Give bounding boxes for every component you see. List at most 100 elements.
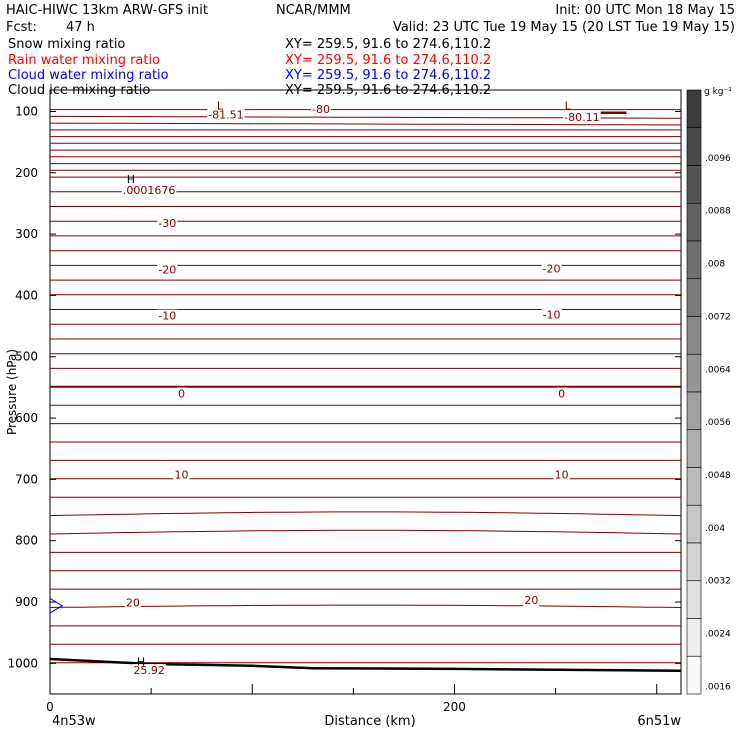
plot-title: HAIC-HIWC 13km ARW-GFS init (6, 3, 208, 18)
terrain-line (49, 597, 682, 672)
field-xy: XY= 259.5, 91.6 to 274.6,110.2 (285, 68, 491, 83)
y-tick-label: 500 (15, 350, 38, 364)
y-tick-label: 100 (15, 104, 38, 118)
contour-label: -30 (158, 217, 176, 230)
colorbar-tick-label: .0072 (705, 312, 731, 322)
right-endpoint: 6n51w (637, 714, 681, 729)
colorbar-tick-label: .0064 (705, 365, 731, 375)
contour-label: -81.51 (208, 109, 243, 122)
x-tick-label: 200 (443, 700, 466, 714)
colorbar-swatch (686, 278, 702, 317)
contour-label: 0 (558, 388, 565, 401)
field-label: Cloud water mixing ratio (8, 68, 169, 83)
low-marker: L (217, 99, 224, 112)
colorbar-tick-label: .0048 (705, 471, 731, 481)
contour-label: -20 (543, 262, 561, 275)
x-axis: 0 200 (46, 684, 658, 714)
colorbar-swatch (686, 504, 702, 544)
contour-label-background (176, 387, 186, 401)
contour-label-background (121, 183, 177, 197)
valid-time: Valid: 23 UTC Tue 19 May 15 (20 LST Tue … (393, 20, 735, 35)
colorbar-swatch (686, 89, 702, 129)
low-marker: L (565, 99, 572, 112)
fcst-value: 47 h (66, 20, 95, 35)
contour-label: 25.92 (133, 664, 165, 677)
contour-label: .0001676 (123, 184, 176, 197)
y-tick-label: 600 (15, 411, 38, 425)
high-marker: H (127, 173, 135, 186)
colorbar-swatch (686, 618, 702, 657)
colorbar-tick-label: .0096 (705, 154, 731, 164)
contour-label-background (557, 387, 567, 401)
high-marker: H (137, 656, 145, 669)
contour-label-background (563, 110, 601, 124)
left-endpoint: 4n53w (52, 714, 96, 729)
colorbar-swatch (686, 467, 702, 506)
contour-label-background (132, 664, 166, 678)
contour-label: 10 (555, 468, 569, 481)
contour-labels: -81.51 -80 -80.11 .0001676 -30 -20 -20 -10 -10 0 0… (121, 99, 601, 678)
y-tick-label: 400 (15, 288, 38, 302)
colorbar-swatch (686, 655, 702, 695)
colorbar-swatch (686, 542, 702, 582)
colorbar-swatch (686, 165, 702, 204)
field-xy: XY= 259.5, 91.6 to 274.6,110.2 (285, 53, 491, 68)
contour-label: -80.11 (564, 111, 599, 124)
field-legend: Snow mixing ratio XY= 259.5, 91.6 to 274.… (8, 37, 491, 98)
colorbar-swatch (686, 580, 702, 619)
colorbar-swatch (686, 316, 702, 355)
contour-label-background (523, 594, 540, 608)
colorbar-tick-label: .0056 (705, 418, 731, 428)
colorbar-tick-label: .008 (705, 260, 725, 270)
field-label: Rain water mixing ratio (8, 53, 160, 68)
contour-label-background (157, 217, 178, 231)
x-tick-label: 0 (46, 700, 54, 714)
colorbar-swatch (686, 391, 702, 431)
contour-label: -20 (158, 264, 176, 277)
contour-line (49, 529, 682, 535)
contour-label-background (124, 596, 141, 610)
contour-label-background (173, 468, 190, 482)
contour-label-background (541, 308, 562, 322)
contour-label: 20 (126, 597, 140, 610)
plot-agency: NCAR/MMM (276, 3, 351, 18)
x-axis-label: Distance (km) (324, 714, 415, 729)
colorbar-tick-label: .0088 (705, 207, 731, 217)
contour-label-background (553, 468, 570, 482)
field-xy: XY= 259.5, 91.6 to 274.6,110.2 (285, 37, 491, 52)
contour-line (49, 604, 682, 608)
contour-line (49, 511, 682, 517)
contour-label: 0 (178, 388, 185, 401)
colorbar-units: g kg⁻¹ (704, 87, 732, 97)
colorbar-tick-label: .0024 (705, 630, 731, 640)
fcst-label: Fcst: (6, 20, 37, 35)
contour-label-background (157, 263, 178, 277)
init-time: Init: 00 UTC Mon 18 May 15 (555, 3, 735, 18)
field-label: Snow mixing ratio (8, 37, 125, 52)
plot-frame (49, 89, 682, 695)
y-tick-label: 700 (15, 472, 38, 486)
y-tick-label: 300 (15, 227, 38, 241)
colorbar: g kg⁻¹ .0096 .0088 .008 .0072 .0064 .0056 .0048… (686, 87, 732, 695)
colorbar-swatch (686, 240, 702, 280)
colorbar-tick-label: .0016 (705, 682, 731, 692)
contour-label: 20 (524, 594, 538, 607)
contour-label-background (311, 103, 331, 117)
contour-line (49, 122, 682, 126)
cloud-water-contour (49, 597, 64, 614)
colorbar-tick-label: .0032 (705, 577, 731, 587)
contour-label: -10 (543, 308, 561, 321)
terrain-boundary (49, 657, 682, 672)
colorbar-swatch (686, 429, 702, 468)
contour-label: -80 (312, 103, 330, 116)
colorbar-swatch (686, 127, 702, 166)
colorbar-tick-label: .004 (705, 524, 725, 534)
contour-label-background (157, 309, 178, 323)
y-tick-label: 800 (15, 534, 38, 548)
y-tick-label: 200 (15, 166, 38, 180)
y-tick-label: 900 (15, 595, 38, 609)
colorbar-swatch (686, 353, 702, 393)
